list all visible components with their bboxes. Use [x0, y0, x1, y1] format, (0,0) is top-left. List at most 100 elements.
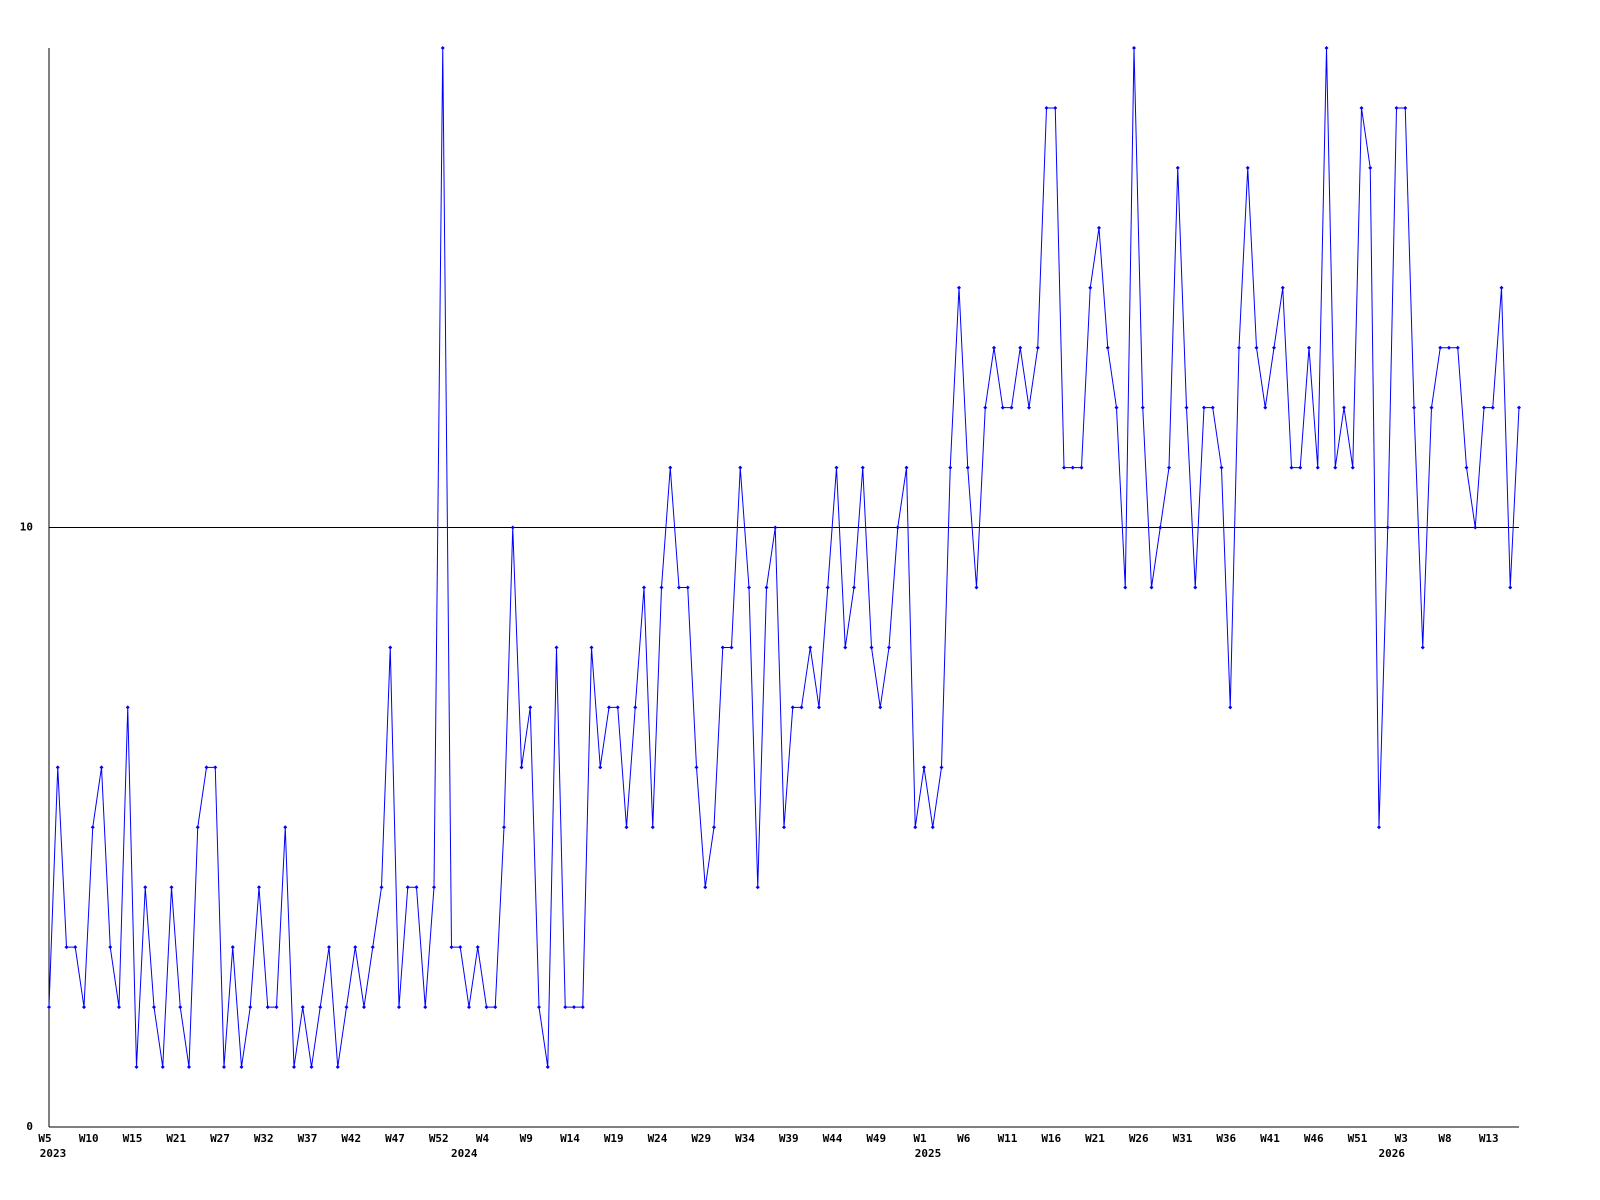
- x-tick-label: W29: [691, 1132, 711, 1145]
- point: [502, 825, 506, 830]
- point: [213, 765, 218, 770]
- point: [265, 1005, 270, 1010]
- y-tick-label: 10: [20, 521, 33, 534]
- point: [843, 645, 848, 650]
- x-tick-label: W47: [385, 1132, 405, 1145]
- point: [563, 1005, 568, 1010]
- point: [73, 945, 78, 950]
- point: [108, 945, 113, 950]
- point: [1105, 345, 1110, 350]
- point: [965, 465, 970, 470]
- point: [808, 645, 813, 650]
- point: [169, 885, 174, 890]
- point: [545, 1065, 550, 1070]
- point: [283, 825, 288, 830]
- point: [292, 1065, 296, 1070]
- point: [703, 885, 708, 890]
- point: [834, 465, 839, 470]
- x-tick-label: W26: [1129, 1132, 1149, 1145]
- point: [344, 1005, 349, 1010]
- x-tick-label: W10: [79, 1132, 99, 1145]
- x-tick-label: W8: [1438, 1132, 1451, 1145]
- point: [1123, 585, 1128, 590]
- point: [1175, 165, 1180, 170]
- x-tick-label: W21: [1085, 1132, 1105, 1145]
- point: [1009, 405, 1014, 410]
- point: [887, 645, 891, 650]
- x-tick-label: W5: [38, 1132, 51, 1145]
- point: [852, 585, 856, 590]
- point: [405, 885, 410, 890]
- point: [1359, 105, 1364, 110]
- x-tick-label: W3: [1395, 1132, 1408, 1145]
- x-tick-label: W37: [298, 1132, 318, 1145]
- point: [1053, 105, 1058, 110]
- point: [764, 585, 769, 590]
- point: [930, 825, 935, 830]
- point: [1368, 165, 1373, 170]
- point: [458, 945, 463, 950]
- year-label: 2025: [915, 1147, 942, 1160]
- x-tick-label: W16: [1041, 1132, 1061, 1145]
- x-tick-label: W14: [560, 1132, 580, 1145]
- point: [1202, 405, 1206, 410]
- x-tick-label: W46: [1304, 1132, 1324, 1145]
- point: [633, 705, 638, 710]
- point: [528, 705, 533, 710]
- point: [90, 825, 95, 830]
- point: [1140, 405, 1145, 410]
- point: [1044, 105, 1049, 110]
- point: [913, 825, 918, 830]
- point: [432, 885, 436, 890]
- point: [1228, 705, 1233, 710]
- point: [1070, 465, 1075, 470]
- point: [1132, 46, 1136, 50]
- point: [1298, 465, 1303, 470]
- point: [580, 1005, 585, 1010]
- point: [1333, 465, 1338, 470]
- point: [615, 705, 620, 710]
- point: [248, 1005, 253, 1010]
- point: [160, 1065, 165, 1070]
- point: [1473, 525, 1478, 530]
- point: [1429, 405, 1434, 410]
- point: [799, 705, 804, 710]
- point: [1385, 525, 1390, 530]
- point: [773, 525, 778, 530]
- year-label: 2024: [451, 1147, 478, 1160]
- point: [1097, 225, 1101, 230]
- point: [1289, 465, 1294, 470]
- x-tick-label: W34: [735, 1132, 755, 1145]
- point: [239, 1065, 244, 1070]
- x-tick-label: W4: [476, 1132, 490, 1145]
- point: [1210, 405, 1215, 410]
- point: [257, 885, 261, 890]
- point: [1482, 405, 1486, 410]
- point: [1464, 465, 1469, 470]
- point: [187, 1065, 191, 1070]
- point: [475, 945, 480, 950]
- point: [817, 705, 821, 710]
- point: [589, 645, 594, 650]
- point: [1447, 345, 1451, 350]
- point: [659, 585, 664, 590]
- point: [178, 1005, 183, 1010]
- point: [904, 465, 909, 470]
- point: [484, 1005, 489, 1010]
- x-tick-label: W32: [254, 1132, 274, 1145]
- point: [335, 1065, 340, 1070]
- point: [230, 945, 235, 950]
- point: [878, 705, 883, 710]
- point: [572, 1005, 576, 1010]
- x-tick-label: W11: [998, 1132, 1018, 1145]
- point: [1114, 405, 1119, 410]
- x-tick-label: W15: [123, 1132, 143, 1145]
- point: [1438, 345, 1443, 350]
- point: [117, 1005, 121, 1010]
- point: [895, 525, 900, 530]
- point: [55, 765, 60, 770]
- point: [685, 585, 690, 590]
- point: [738, 465, 743, 470]
- point: [1079, 465, 1084, 470]
